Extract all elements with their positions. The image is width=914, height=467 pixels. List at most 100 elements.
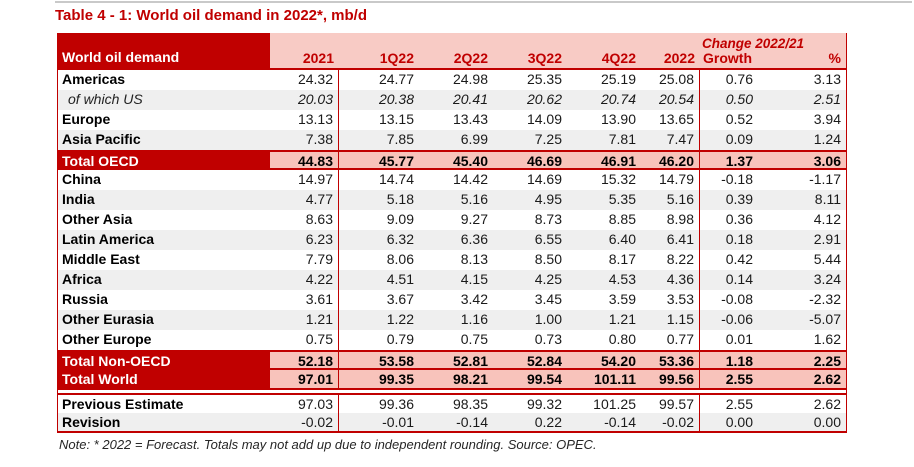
cell-2022: 7.47 xyxy=(641,130,700,150)
cell-2021: 3.61 xyxy=(270,290,339,310)
cell-4q22: 20.74 xyxy=(600,91,636,107)
cell-1q22: 7.85 xyxy=(386,131,414,147)
cell-percent: 3.06 xyxy=(758,152,846,168)
cell-2021: 97.01 xyxy=(270,370,339,388)
column-header: 4Q22 xyxy=(601,50,636,66)
cell-2022: 8.98 xyxy=(641,210,700,230)
cell-2q22: -0.14 xyxy=(456,414,488,430)
cell-3q22: 46.69 xyxy=(493,152,567,168)
cell-1q22: 45.77 xyxy=(339,152,419,168)
cell-2021: 20.03 xyxy=(270,90,339,110)
cell-2q22: 5.16 xyxy=(460,191,488,207)
cell-3q22: 14.69 xyxy=(526,171,562,187)
cell-2021: 4.77 xyxy=(270,190,339,210)
cell-percent: -2.32 xyxy=(809,291,841,307)
cell-percent: 5.44 xyxy=(813,251,841,267)
cell-2021: 0.75 xyxy=(270,330,339,350)
cell-percent: -5.07 xyxy=(809,311,841,327)
table-row: Total Non-OECD 52.18 53.58 52.81 52.84 5… xyxy=(58,350,846,370)
cell-growth: 0.39 xyxy=(725,191,753,207)
table-row: of which US 20.03 20.38 20.41 20.62 20.7… xyxy=(58,90,846,110)
cell-2q22: 52.81 xyxy=(419,352,493,368)
cell-3q22: 3.45 xyxy=(534,291,562,307)
cell-2q22: 8.13 xyxy=(460,251,488,267)
column-header: 2021 xyxy=(302,50,334,66)
cell-3q22: 8.50 xyxy=(534,251,562,267)
cell-growth: -0.18 xyxy=(721,171,753,187)
row-label: Total Non-OECD xyxy=(58,352,270,368)
header-columns-area: Change 2022/21 2021 1Q22 2Q22 3Q22 4Q22 2022 G… xyxy=(270,33,846,68)
cell-2022: 4.36 xyxy=(641,270,700,290)
cell-2q22: 0.75 xyxy=(460,331,488,347)
cell-4q22: 8.17 xyxy=(608,251,636,267)
cell-2q22: 1.16 xyxy=(460,311,488,327)
column-header: 2Q22 xyxy=(453,50,488,66)
cell-4q22: 13.90 xyxy=(600,111,636,127)
cell-3q22: 8.73 xyxy=(534,211,562,227)
cell-4q22: 0.80 xyxy=(608,331,636,347)
cell-2022: -0.02 xyxy=(641,413,700,431)
table-body: Americas 24.32 24.77 24.98 25.35 25.19 2… xyxy=(58,70,846,433)
cell-percent: 1.62 xyxy=(813,331,841,347)
cell-3q22: 52.84 xyxy=(493,352,567,368)
cell-1q22: 1.22 xyxy=(386,311,414,327)
cell-growth: 0.50 xyxy=(725,91,753,107)
footnote: Note: * 2022 = Forecast. Totals may not … xyxy=(59,437,597,452)
cell-1q22: 24.77 xyxy=(378,71,414,87)
column-header: 2022 xyxy=(663,50,695,66)
cell-3q22: 7.25 xyxy=(534,131,562,147)
cell-2021: 1.21 xyxy=(270,310,339,330)
row-label: Russia xyxy=(62,291,108,307)
cell-3q22: 4.25 xyxy=(534,271,562,287)
table-row: Other Europe 0.75 0.79 0.75 0.73 0.80 0.… xyxy=(58,330,846,350)
cell-1q22: 5.18 xyxy=(386,191,414,207)
cell-2022: 1.15 xyxy=(641,310,700,330)
cell-growth: 0.14 xyxy=(725,271,753,287)
cell-2q22: 13.43 xyxy=(452,111,488,127)
cell-2022: 14.79 xyxy=(641,170,700,190)
cell-1q22: 6.32 xyxy=(386,231,414,247)
cell-2021: 14.97 xyxy=(270,170,339,190)
cell-percent: -1.17 xyxy=(809,171,841,187)
cell-growth: 0.76 xyxy=(725,71,753,87)
cell-percent: 1.24 xyxy=(813,131,841,147)
cell-2021: 13.13 xyxy=(270,110,339,130)
cell-percent: 2.51 xyxy=(813,91,841,107)
cell-4q22: 6.40 xyxy=(608,231,636,247)
cell-4q22: 4.53 xyxy=(608,271,636,287)
table-row: Asia Pacific 7.38 7.85 6.99 7.25 7.81 7.… xyxy=(58,130,846,150)
cell-growth: 0.00 xyxy=(725,414,753,430)
cell-2022: 5.16 xyxy=(641,190,700,210)
table-row: China 14.97 14.74 14.42 14.69 15.32 14.7… xyxy=(58,170,846,190)
cell-3q22: 4.95 xyxy=(534,191,562,207)
table-row: Middle East 7.79 8.06 8.13 8.50 8.17 8.2… xyxy=(58,250,846,270)
cell-1q22: 0.79 xyxy=(386,331,414,347)
cell-2021: -0.02 xyxy=(270,413,339,431)
cell-1q22: 8.06 xyxy=(386,251,414,267)
column-header-row: 2021 1Q22 2Q22 3Q22 4Q22 2022 Growth% xyxy=(270,50,846,66)
cell-percent: 3.13 xyxy=(813,71,841,87)
cell-growth: 0.52 xyxy=(725,111,753,127)
table-row: Other Asia 8.63 9.09 9.27 8.73 8.85 8.98… xyxy=(58,210,846,230)
cell-4q22: -0.14 xyxy=(604,414,636,430)
cell-1q22: 13.15 xyxy=(378,111,414,127)
row-label: Total World xyxy=(58,370,270,388)
cell-2022: 20.54 xyxy=(641,90,700,110)
table-row: Other Eurasia 1.21 1.22 1.16 1.00 1.21 1… xyxy=(58,310,846,330)
row-label: Other Eurasia xyxy=(62,311,154,327)
cell-2022: 13.65 xyxy=(641,110,700,130)
cell-percent: 3.24 xyxy=(813,271,841,287)
cell-3q22: 99.32 xyxy=(526,396,562,412)
cell-4q22: 7.81 xyxy=(608,131,636,147)
cell-1q22: 99.35 xyxy=(339,370,419,388)
cell-2022: 46.20 xyxy=(641,152,700,168)
row-label: Revision xyxy=(62,414,121,430)
cell-growth: 0.09 xyxy=(725,131,753,147)
cell-growth: -0.06 xyxy=(721,311,753,327)
top-divider-line xyxy=(55,1,912,3)
table-header-row: World oil demand Change 2022/21 2021 1Q22… xyxy=(58,33,846,70)
row-label: India xyxy=(62,191,95,207)
cell-percent: 2.62 xyxy=(813,396,841,412)
cell-2q22: 24.98 xyxy=(452,71,488,87)
table-row: Total OECD 44.83 45.77 45.40 46.69 46.91… xyxy=(58,150,846,170)
